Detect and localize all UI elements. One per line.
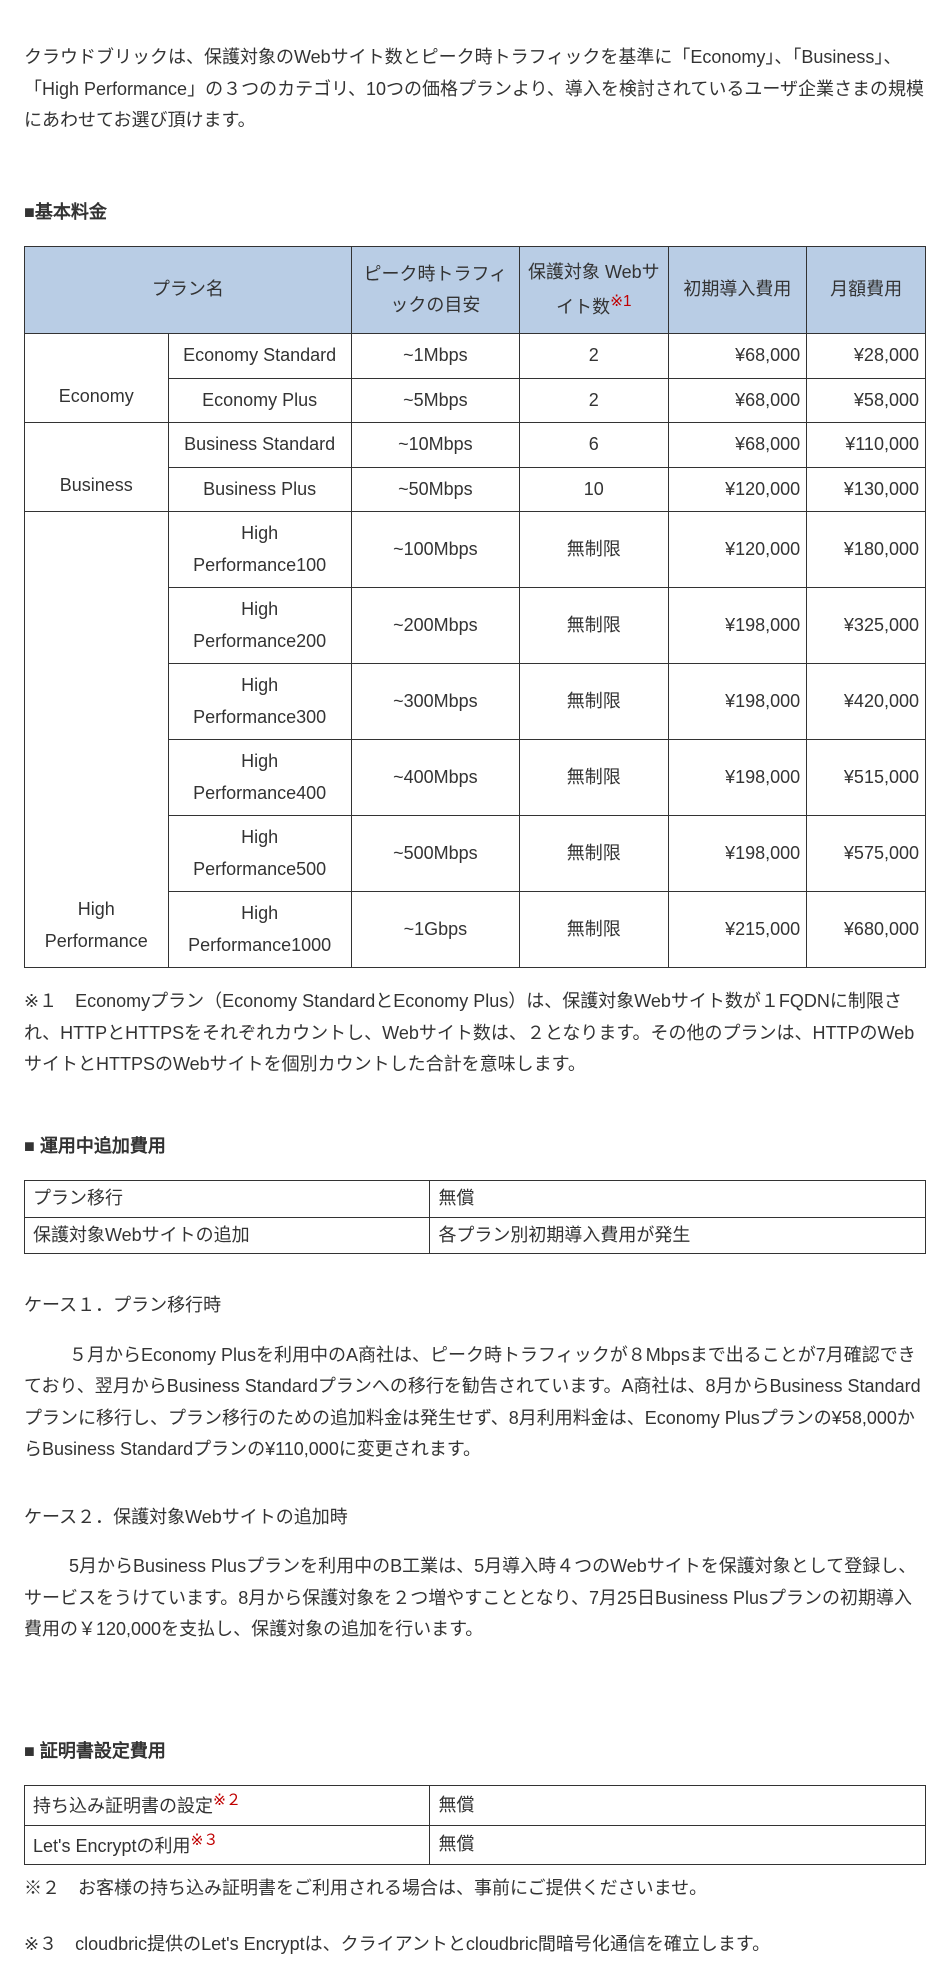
table-row: プラン移行無償 (25, 1181, 926, 1218)
col-monthly: 月額費用 (807, 247, 926, 334)
sites-cell: 無制限 (520, 892, 669, 968)
setup-cell: ¥198,000 (668, 740, 807, 816)
sites-cell: 無制限 (520, 512, 669, 588)
table-row: BusinessBusiness Standard~10Mbps6¥68,000… (25, 423, 926, 468)
footnote-1: ※１ Economyプラン（Economy StandardとEconomy P… (24, 986, 926, 1081)
additional-fee-table: プラン移行無償保護対象Webサイトの追加各プラン別初期導入費用が発生 (24, 1180, 926, 1254)
plan-cell: High Performance100 (168, 512, 351, 588)
traffic-cell: ~200Mbps (351, 588, 519, 664)
label-cell: 保護対象Webサイトの追加 (25, 1217, 430, 1254)
sites-cell: 2 (520, 334, 669, 379)
monthly-cell: ¥575,000 (807, 816, 926, 892)
setup-cell: ¥68,000 (668, 334, 807, 379)
sites-cell: 6 (520, 423, 669, 468)
case2-body: 5月からBusiness Plusプランを利用中のB工業は、5月導入時４つのWe… (24, 1551, 926, 1646)
monthly-cell: ¥325,000 (807, 588, 926, 664)
traffic-cell: ~1Gbps (351, 892, 519, 968)
traffic-cell: ~1Mbps (351, 334, 519, 379)
setup-cell: ¥120,000 (668, 467, 807, 512)
category-cell: Economy (25, 334, 169, 423)
table-row: 持ち込み証明書の設定※２無償 (25, 1786, 926, 1826)
table-row: High PerformanceHigh Performance100~100M… (25, 512, 926, 588)
traffic-cell: ~10Mbps (351, 423, 519, 468)
col-setup: 初期導入費用 (668, 247, 807, 334)
heading-basic-fee: ■基本料金 (24, 197, 926, 229)
setup-cell: ¥215,000 (668, 892, 807, 968)
sites-cell: 無制限 (520, 816, 669, 892)
sites-cell: 2 (520, 378, 669, 423)
monthly-cell: ¥58,000 (807, 378, 926, 423)
plan-cell: High Performance1000 (168, 892, 351, 968)
monthly-cell: ¥515,000 (807, 740, 926, 816)
label-cell: 持ち込み証明書の設定※２ (25, 1786, 430, 1826)
heading-cert-fee: ■ 証明書設定費用 (24, 1736, 926, 1768)
setup-cell: ¥198,000 (668, 664, 807, 740)
table-header-row: プラン名 ピーク時トラフィックの目安 保護対象 Webサイト数※1 初期導入費用… (25, 247, 926, 334)
col-plan-name: プラン名 (25, 247, 352, 334)
sites-cell: 無制限 (520, 740, 669, 816)
plan-cell: Business Standard (168, 423, 351, 468)
heading-additional-fee: ■ 運用中追加費用 (24, 1131, 926, 1163)
setup-cell: ¥198,000 (668, 816, 807, 892)
monthly-cell: ¥110,000 (807, 423, 926, 468)
col-sites-label: 保護対象 Webサイト数 (528, 262, 660, 317)
sites-cell: 無制限 (520, 588, 669, 664)
case2-heading: ケース２．保護対象Webサイトの追加時 (24, 1502, 926, 1534)
cert-fee-table: 持ち込み証明書の設定※２無償Let's Encryptの利用※３無償 (24, 1785, 926, 1865)
col-traffic: ピーク時トラフィックの目安 (351, 247, 519, 334)
monthly-cell: ¥680,000 (807, 892, 926, 968)
monthly-cell: ¥28,000 (807, 334, 926, 379)
case1-body: ５月からEconomy Plusを利用中のA商社は、ピーク時トラフィックが８Mb… (24, 1340, 926, 1466)
traffic-cell: ~500Mbps (351, 816, 519, 892)
table-row: EconomyEconomy Standard~1Mbps2¥68,000¥28… (25, 334, 926, 379)
plan-cell: High Performance400 (168, 740, 351, 816)
plan-cell: High Performance300 (168, 664, 351, 740)
value-cell: 無償 (430, 1181, 926, 1218)
table-row: 保護対象Webサイトの追加各プラン別初期導入費用が発生 (25, 1217, 926, 1254)
setup-cell: ¥198,000 (668, 588, 807, 664)
traffic-cell: ~100Mbps (351, 512, 519, 588)
traffic-cell: ~400Mbps (351, 740, 519, 816)
plan-cell: Economy Standard (168, 334, 351, 379)
intro-text: クラウドブリックは、保護対象のWebサイト数とピーク時トラフィックを基準に「Ec… (24, 42, 926, 137)
footnote-2: ※２ お客様の持ち込み証明書をご利用される場合は、事前にご提供くださいませ。 (24, 1873, 926, 1905)
col-sites: 保護対象 Webサイト数※1 (520, 247, 669, 334)
value-cell: 各プラン別初期導入費用が発生 (430, 1217, 926, 1254)
traffic-cell: ~5Mbps (351, 378, 519, 423)
setup-cell: ¥68,000 (668, 423, 807, 468)
sites-marker: ※1 (610, 293, 631, 310)
sites-cell: 無制限 (520, 664, 669, 740)
setup-cell: ¥120,000 (668, 512, 807, 588)
footnote-3: ※３ cloudbric提供のLet's Encryptは、クライアントとclo… (24, 1929, 926, 1961)
plan-cell: High Performance200 (168, 588, 351, 664)
label-cell: プラン移行 (25, 1181, 430, 1218)
value-cell: 無償 (430, 1786, 926, 1826)
category-cell: Business (25, 423, 169, 512)
plan-cell: Business Plus (168, 467, 351, 512)
traffic-cell: ~300Mbps (351, 664, 519, 740)
plan-cell: Economy Plus (168, 378, 351, 423)
case1-heading: ケース１．プラン移行時 (24, 1290, 926, 1322)
sites-cell: 10 (520, 467, 669, 512)
category-cell: High Performance (25, 512, 169, 968)
pricing-table: プラン名 ピーク時トラフィックの目安 保護対象 Webサイト数※1 初期導入費用… (24, 246, 926, 968)
monthly-cell: ¥130,000 (807, 467, 926, 512)
monthly-cell: ¥180,000 (807, 512, 926, 588)
monthly-cell: ¥420,000 (807, 664, 926, 740)
setup-cell: ¥68,000 (668, 378, 807, 423)
plan-cell: High Performance500 (168, 816, 351, 892)
traffic-cell: ~50Mbps (351, 467, 519, 512)
